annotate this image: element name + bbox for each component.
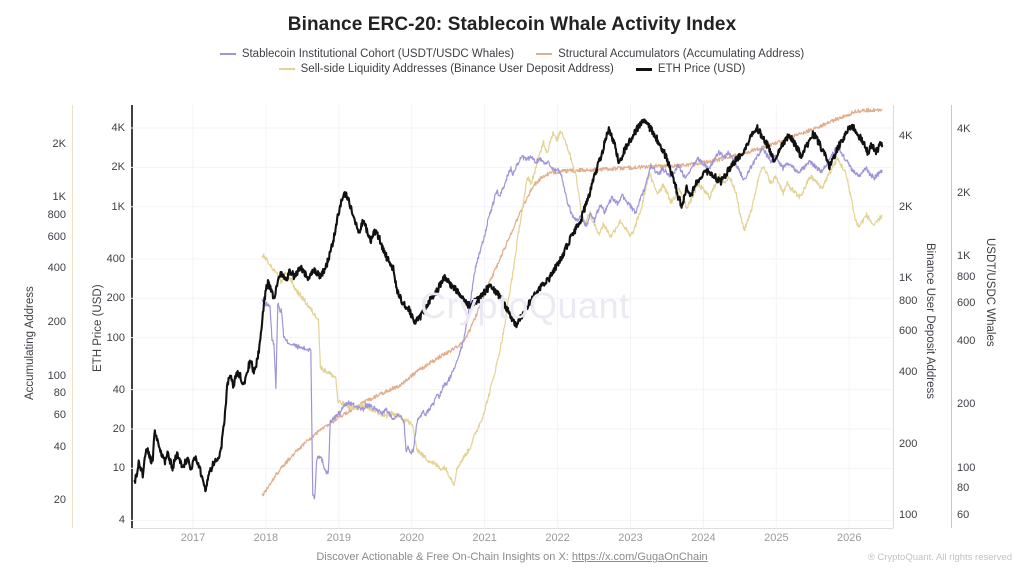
axis-tick-label: 60	[53, 409, 66, 422]
axis-tick-label: 100	[957, 461, 976, 474]
axis-tick-label: 2K	[52, 137, 66, 150]
legend-item[interactable]: ETH Price (USD)	[635, 63, 746, 75]
series-line	[261, 107, 883, 497]
axis-tick-label: 2K	[899, 201, 913, 214]
x-axis-tick-label: 2021	[472, 532, 497, 544]
axis-tick-label: 40	[112, 383, 125, 396]
axis-tick-label: 1K	[111, 200, 125, 213]
plot-area	[131, 105, 893, 528]
axis-tick-label: 200	[899, 437, 918, 450]
legend-row-1: Stablecoin Institutional Cohort (USDT/US…	[219, 48, 804, 60]
axis-tick-label: 2K	[957, 186, 971, 199]
x-axis-tick-label: 2018	[253, 532, 279, 544]
footer-note-text: Discover Actionable & Free On-Chain Insi…	[316, 551, 572, 563]
series-line	[261, 145, 883, 500]
legend-swatch-icon	[278, 68, 295, 70]
axis-tick-label: 4	[118, 514, 125, 527]
axis-spine-eth-price	[131, 105, 133, 528]
axis-tick-label: 20	[53, 494, 66, 507]
axis-tick-label: 200	[957, 398, 976, 411]
x-axis-tick-label: 2023	[618, 532, 643, 544]
axis-tick-label: 400	[47, 262, 66, 275]
chart-legend: Stablecoin Institutional Cohort (USDT/US…	[0, 48, 1024, 75]
axis-tick-label: 200	[47, 316, 66, 329]
axis-tick-label: 80	[957, 482, 970, 495]
axis-tick-label: 1K	[52, 191, 66, 204]
axis-tick-label: 20	[112, 422, 125, 435]
axis-tick-label: 600	[957, 297, 976, 310]
axis-tick-label: 100	[899, 508, 918, 521]
axis-tick-label: 400	[899, 366, 918, 379]
copyright-notice: ® CryptoQuant. All rights reserved	[867, 552, 1012, 563]
axis-tick-label: 4K	[957, 123, 971, 136]
axis-tick-label: 100	[47, 369, 66, 382]
x-axis-line	[131, 528, 893, 529]
axis-tick-label: 800	[899, 295, 918, 308]
axis-tick-label: 100	[106, 331, 125, 344]
x-axis-tick-label: 2022	[545, 532, 570, 544]
legend-item[interactable]: Stablecoin Institutional Cohort (USDT/US…	[219, 48, 515, 60]
axis-tick-label: 800	[957, 270, 976, 283]
axis-spine-usdt-usdc-whales	[951, 105, 952, 528]
page-title: Binance ERC-20: Stablecoin Whale Activit…	[287, 14, 737, 35]
axis-tick-label: 200	[106, 292, 125, 305]
legend-item[interactable]: Structural Accumulators (Accumulating Ad…	[536, 48, 804, 60]
legend-swatch-icon	[635, 67, 652, 71]
legend-label: ETH Price (USD)	[657, 63, 746, 75]
axis-tick-label: 400	[957, 334, 976, 347]
series-line	[261, 130, 883, 486]
x-axis-tick-label: 2026	[836, 532, 862, 544]
axis-tick-label: 4K	[899, 129, 913, 142]
legend-label: Stablecoin Institutional Cohort (USDT/US…	[241, 48, 515, 60]
legend-item[interactable]: Sell-side Liquidity Addresses (Binance U…	[278, 63, 614, 75]
axis-tick-label: 80	[53, 387, 66, 400]
axis-tick-label: 400	[106, 252, 125, 265]
axis-tick-label: 600	[899, 324, 918, 337]
legend-label: Structural Accumulators (Accumulating Ad…	[558, 48, 805, 60]
axis-tick-label: 2K	[111, 161, 125, 174]
plot-svg	[131, 105, 893, 528]
axis-tick-label: 60	[957, 508, 970, 521]
x-axis-tick-label: 2024	[691, 532, 716, 544]
axis-tick-label: 4K	[111, 122, 125, 135]
x-axis-tick-label: 2017	[180, 532, 206, 544]
axis-tick-label: 1K	[899, 272, 913, 285]
axis-tick-label: 40	[53, 440, 66, 453]
x-axis-tick-label: 2020	[399, 532, 424, 544]
legend-swatch-icon	[536, 53, 553, 55]
axis-spine-binance-user-deposit-address	[893, 105, 894, 528]
axis-spine-accumulating-address	[72, 105, 73, 528]
axis-tick-label: 600	[47, 231, 66, 243]
series-line	[133, 118, 884, 493]
x-axis-tick-label: 2019	[326, 532, 352, 544]
axis-title-accumulating-address: Accumulating Address	[24, 286, 36, 400]
axis-tick-label: 10	[112, 462, 125, 475]
axis-tick-label: 1K	[957, 250, 971, 263]
legend-swatch-icon	[219, 53, 236, 55]
footer-note: Discover Actionable & Free On-Chain Insi…	[0, 551, 1024, 563]
x-axis-tick-label: 2025	[764, 532, 789, 544]
legend-label: Sell-side Liquidity Addresses (Binance U…	[300, 63, 614, 75]
axis-title-usdt-usdc-whales: USDT/USDC Whales	[984, 238, 996, 347]
legend-row-2: Sell-side Liquidity Addresses (Binance U…	[278, 63, 746, 75]
axis-title-binance-user-deposit-address: Binance User Deposit Address	[924, 243, 936, 399]
axis-title-eth-price: ETH Price (USD)	[92, 284, 104, 372]
gugaonchain-link[interactable]: https://x.com/GugaOnChain	[571, 551, 708, 563]
axis-tick-label: 800	[47, 208, 66, 221]
